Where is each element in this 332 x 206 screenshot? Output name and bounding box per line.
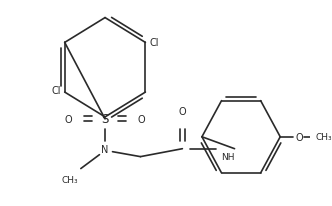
Text: NH: NH bbox=[221, 152, 235, 161]
Text: CH₃: CH₃ bbox=[316, 133, 332, 142]
Text: Cl: Cl bbox=[51, 86, 61, 96]
Text: N: N bbox=[101, 144, 109, 154]
Text: O: O bbox=[138, 114, 145, 124]
Text: O: O bbox=[179, 106, 186, 116]
Text: O: O bbox=[65, 114, 72, 124]
Text: O: O bbox=[295, 132, 303, 142]
Text: Cl: Cl bbox=[149, 38, 159, 48]
Text: CH₃: CH₃ bbox=[61, 175, 78, 184]
Text: S: S bbox=[101, 113, 109, 126]
